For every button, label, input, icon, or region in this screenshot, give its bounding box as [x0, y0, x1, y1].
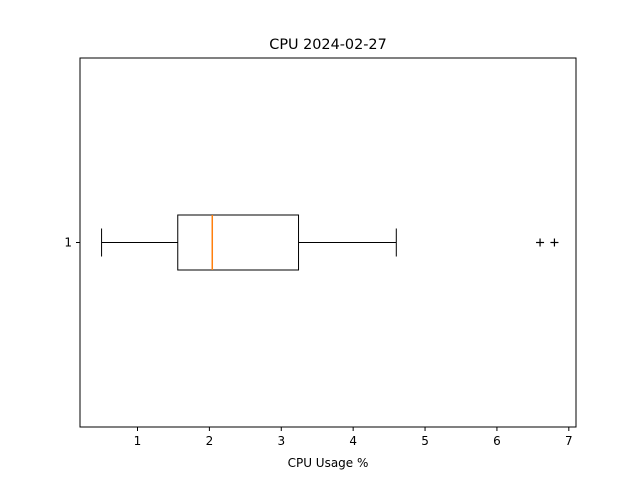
x-tick-label: 2 [206, 434, 214, 448]
iqr-box [177, 214, 300, 271]
outlier-point [536, 238, 545, 247]
chart-marks [101, 214, 559, 271]
x-tick-label: 4 [349, 434, 357, 448]
x-tick-label: 5 [421, 434, 429, 448]
y-tick-label: 1 [64, 236, 72, 250]
chart-title: CPU 2024-02-27 [269, 37, 386, 53]
x-axis-label: CPU Usage % [288, 456, 369, 470]
x-tick-label: 3 [277, 434, 285, 448]
y-axis-ticks: 1 [64, 236, 80, 250]
x-axis-ticks: 1 2 3 4 5 6 7 [134, 427, 573, 448]
x-tick-label: 7 [565, 434, 573, 448]
outlier-point [550, 238, 559, 247]
x-tick-label: 1 [134, 434, 142, 448]
x-tick-label: 6 [493, 434, 501, 448]
